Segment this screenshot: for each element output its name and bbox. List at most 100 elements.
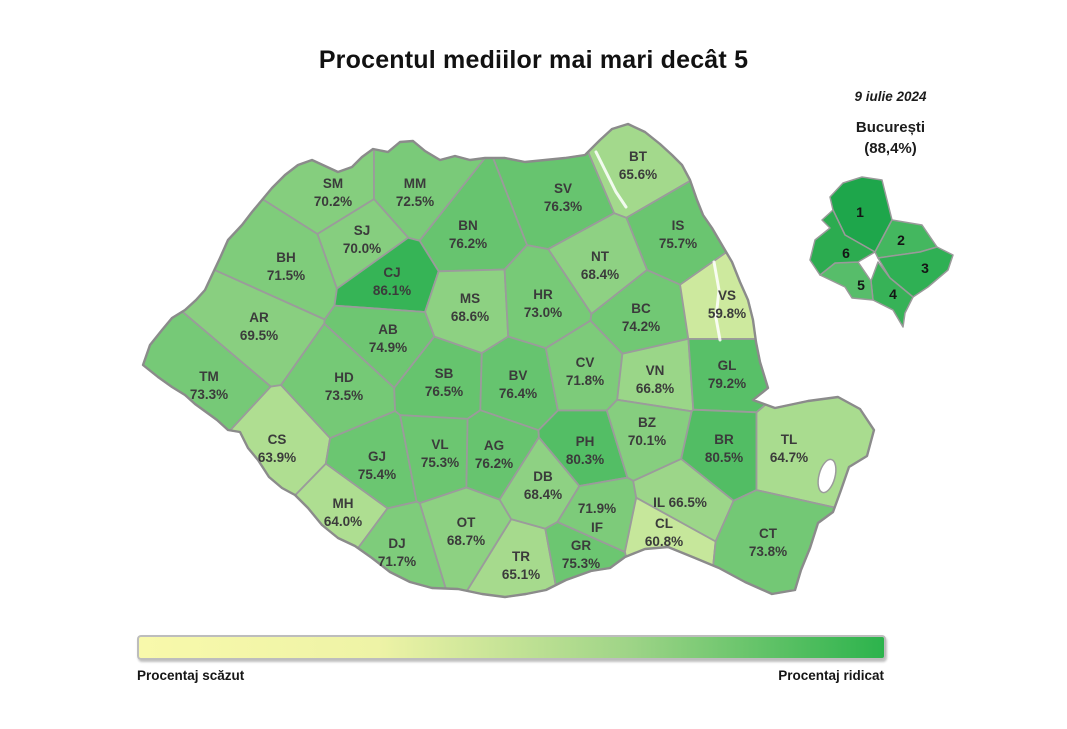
bucuresti-sector-label-3: 3 (921, 260, 929, 276)
county-value-CL: 60.8% (645, 534, 683, 549)
county-value-OT: 68.7% (447, 533, 485, 548)
county-value-GL: 79.2% (708, 376, 746, 391)
county-value-BC: 74.2% (622, 319, 660, 334)
county-label-GL: GL (718, 358, 737, 373)
bucuresti-value: (88,4%) (864, 140, 917, 157)
legend-high-label: Procentaj ridicat (778, 668, 884, 683)
county-value-CJ: 86.1% (373, 283, 411, 298)
county-label-GR: GR (571, 538, 592, 553)
county-label-TL: TL (781, 432, 798, 447)
county-value-MS: 68.6% (451, 309, 489, 324)
county-value-CV: 71.8% (566, 373, 604, 388)
bucuresti-sector-label-2: 2 (897, 232, 905, 248)
county-value-MM: 72.5% (396, 194, 434, 209)
county-label-IS: IS (672, 218, 685, 233)
county-label-MH: MH (333, 496, 354, 511)
county-label-DB: DB (533, 469, 553, 484)
county-value-AG: 76.2% (475, 456, 513, 471)
county-value-BV: 76.4% (499, 386, 537, 401)
county-value-TR: 65.1% (502, 567, 540, 582)
county-label-BH: BH (276, 250, 296, 265)
county-value-BT: 65.6% (619, 167, 657, 182)
county-value-BZ: 70.1% (628, 433, 666, 448)
county-value-AR: 69.5% (240, 328, 278, 343)
county-label-CL: CL (655, 516, 673, 531)
county-value-VS: 59.8% (708, 306, 746, 321)
county-value-SJ: 70.0% (343, 241, 381, 256)
bucuresti-sector-label-5: 5 (857, 277, 865, 293)
county-label-AR: AR (249, 310, 269, 325)
county-value-CS: 63.9% (258, 450, 296, 465)
legend-low-label: Procentaj scăzut (137, 668, 245, 683)
county-value-IS: 75.7% (659, 236, 697, 251)
county-label-BR: BR (714, 432, 734, 447)
county-value-BH: 71.5% (267, 268, 305, 283)
county-label-SJ: SJ (354, 223, 371, 238)
county-value-SM: 70.2% (314, 194, 352, 209)
river-line (594, 150, 628, 209)
page-title: Procentul mediilor mai mari decât 5 (318, 46, 749, 74)
county-label-BN: BN (458, 218, 478, 233)
county-label-AG: AG (484, 438, 504, 453)
county-value-GJ: 75.4% (358, 467, 396, 482)
bucuresti-label: București (855, 119, 926, 136)
delta-lagoon (817, 458, 837, 494)
county-label-IL: IL 66.5% (653, 495, 707, 510)
bucuresti-sector-6 (809, 209, 876, 276)
county-value-HD: 73.5% (325, 388, 363, 403)
county-label-CT: CT (759, 526, 778, 541)
legend-gradient-bar (137, 635, 886, 660)
county-value-BR: 80.5% (705, 450, 743, 465)
county-label-SV: SV (554, 181, 572, 196)
bucuresti-sector-label-4: 4 (889, 286, 897, 302)
county-label-TM: TM (199, 369, 219, 384)
county-label-AB: AB (378, 322, 398, 337)
county-label-BV: BV (509, 368, 528, 383)
county-value-GR: 75.3% (562, 556, 600, 571)
county-value-BN: 76.2% (449, 236, 487, 251)
county-label-SM: SM (323, 176, 343, 191)
county-label-MS: MS (460, 291, 480, 306)
county-label-NT: NT (591, 249, 610, 264)
county-value-TM: 73.3% (190, 387, 228, 402)
county-value-VN: 66.8% (636, 381, 674, 396)
county-label-HD: HD (334, 370, 354, 385)
county-value-NT: 68.4% (581, 267, 619, 282)
county-label-CS: CS (268, 432, 287, 447)
county-label-VN: VN (646, 363, 665, 378)
county-label-GJ: GJ (368, 449, 386, 464)
county-label-HR: HR (533, 287, 553, 302)
county-label-TR: TR (512, 549, 530, 564)
county-label-IF: IF (591, 520, 603, 535)
county-value-HR: 73.0% (524, 305, 562, 320)
county-label-BZ: BZ (638, 415, 656, 430)
county-value-VL: 75.3% (421, 455, 459, 470)
county-value-SB: 76.5% (425, 384, 463, 399)
county-label-CJ: CJ (383, 265, 400, 280)
county-label-DJ: DJ (388, 536, 405, 551)
county-value-IF: 71.9% (578, 501, 616, 516)
county-value-CT: 73.8% (749, 544, 787, 559)
county-label-VL: VL (431, 437, 448, 452)
romania-outline (141, 122, 876, 599)
county-value-DB: 68.4% (524, 487, 562, 502)
county-value-PH: 80.3% (566, 452, 604, 467)
county-label-VS: VS (718, 288, 736, 303)
county-label-PH: PH (576, 434, 595, 449)
county-value-DJ: 71.7% (378, 554, 416, 569)
county-CT (712, 489, 836, 595)
county-value-SV: 76.3% (544, 199, 582, 214)
county-label-SB: SB (435, 366, 454, 381)
county-label-OT: OT (457, 515, 477, 530)
county-label-CV: CV (576, 355, 595, 370)
county-value-AB: 74.9% (369, 340, 407, 355)
river-line (712, 260, 722, 342)
county-value-MH: 64.0% (324, 514, 362, 529)
county-label-BT: BT (629, 149, 648, 164)
county-label-BC: BC (631, 301, 651, 316)
county-value-TL: 64.7% (770, 450, 808, 465)
county-label-MM: MM (404, 176, 427, 191)
bucuresti-sector-label-6: 6 (842, 245, 850, 261)
bucuresti-sector-label-1: 1 (856, 204, 864, 220)
